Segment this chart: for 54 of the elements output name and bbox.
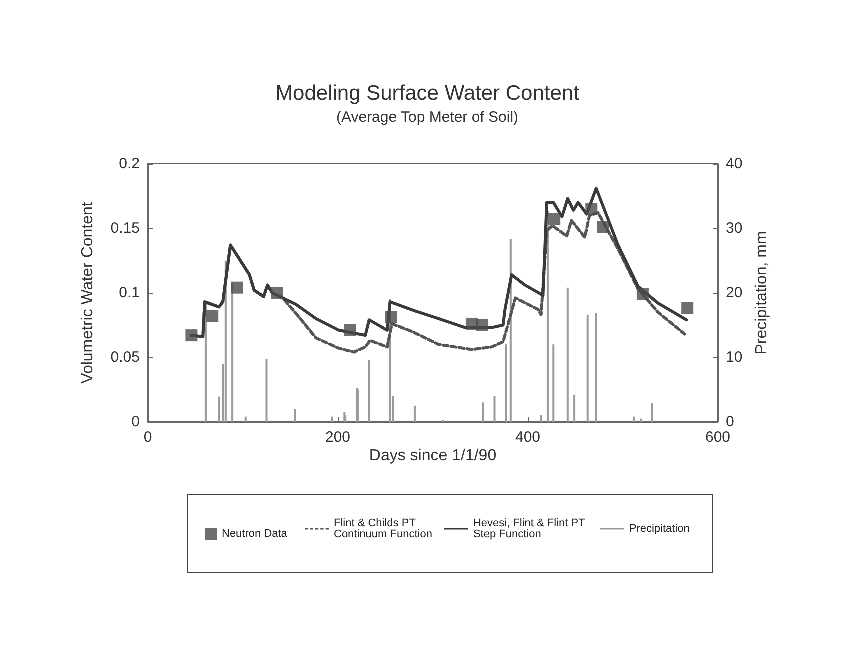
y2-tick-label: 0 (726, 414, 734, 430)
point (682, 302, 694, 314)
bar (344, 416, 347, 422)
chart-subtitle: (Average Top Meter of Soil) (336, 109, 519, 126)
bar (640, 418, 642, 422)
point (271, 287, 284, 299)
point (597, 221, 610, 234)
bar (266, 359, 268, 422)
x-tick-label: 400 (515, 429, 541, 446)
bar (540, 416, 542, 422)
y2-tick-label: 30 (726, 220, 743, 237)
bar (414, 406, 416, 422)
x-tick-label: 600 (705, 429, 731, 446)
y2-tick-label: 40 (726, 156, 743, 172)
y-tick-label: 0.2 (119, 156, 140, 172)
legend-label: Neutron Data (222, 528, 288, 540)
bar (244, 416, 247, 422)
point (186, 330, 198, 342)
point (476, 319, 488, 332)
legend-label: Flint & Childs PT Continuum Function (334, 518, 432, 540)
bar (633, 416, 636, 422)
y-tick-label: 0.15 (110, 220, 140, 237)
legend-label: Precipitation (629, 523, 690, 535)
point (636, 288, 649, 300)
bar (331, 416, 334, 422)
point (385, 312, 398, 324)
bar (552, 344, 555, 422)
bar (482, 402, 484, 422)
y2-axis-title: Precipitation, mm (754, 231, 770, 355)
bar (505, 344, 508, 422)
y-axis-title: Volumetric Water Content (80, 202, 96, 384)
bar (494, 396, 496, 422)
y2-tick-label: 10 (726, 349, 743, 366)
bar (651, 403, 654, 422)
y-tick-label: 0.05 (110, 349, 140, 366)
bar (368, 360, 370, 422)
bar (566, 288, 569, 422)
y-tick-label: 0.1 (119, 284, 140, 302)
bar (586, 314, 589, 422)
chart-title: Modeling Surface Water Content (276, 82, 580, 105)
legend-label: Hevesi, Flint & Flint PT Step Function (473, 518, 588, 540)
x-tick-label: 0 (144, 429, 152, 446)
x-axis-title: Days since 1/1/90 (369, 448, 497, 464)
bar (294, 409, 296, 422)
point (548, 213, 561, 226)
point (231, 282, 244, 294)
point (206, 310, 219, 322)
y-tick-label: 0 (132, 414, 140, 430)
bar (574, 394, 576, 422)
bar (595, 312, 598, 422)
x-tick-label: 200 (325, 429, 351, 446)
point (344, 324, 356, 336)
point (586, 203, 598, 216)
y2-tick-label: 20 (726, 284, 743, 302)
